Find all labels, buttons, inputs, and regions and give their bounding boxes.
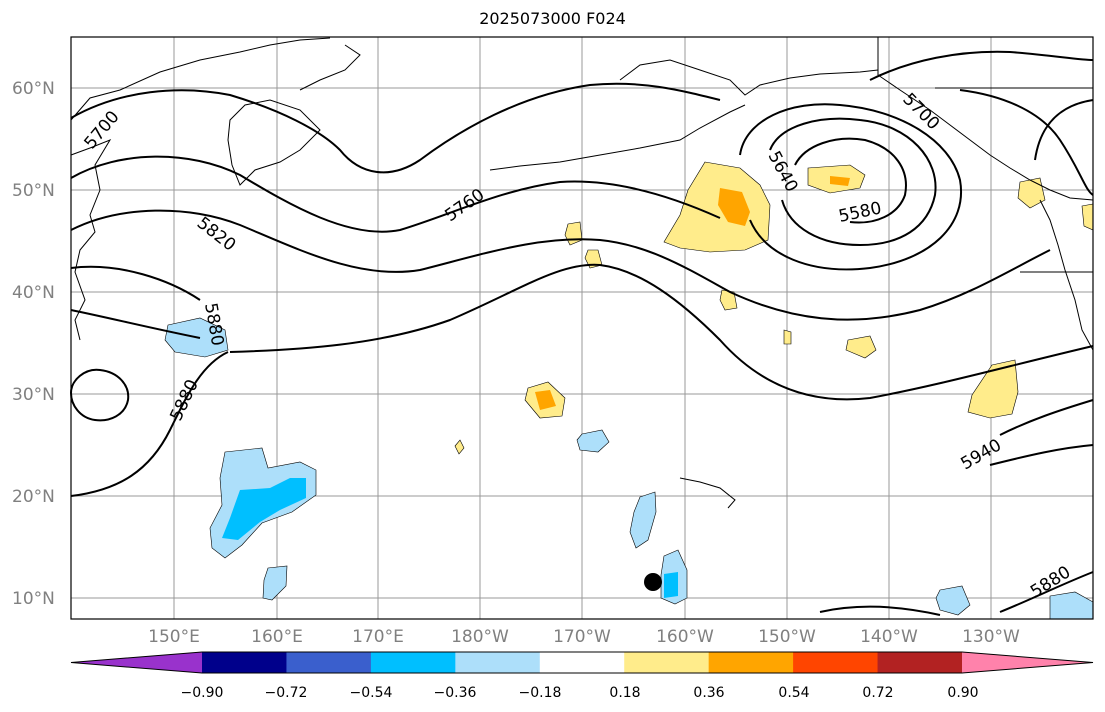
colorbar-tick-label: −0.18 bbox=[519, 685, 562, 701]
colorbar-outline bbox=[70, 651, 1094, 674]
colorbar-tick-label: 0.90 bbox=[947, 685, 978, 701]
colorbar-segment bbox=[877, 652, 963, 673]
height-contours bbox=[69, 50, 1094, 616]
negative-anomaly-regions bbox=[164, 317, 1094, 620]
graticule bbox=[71, 37, 1093, 619]
colorbar-segment bbox=[708, 652, 794, 673]
colorbar-tick-label: 0.18 bbox=[609, 685, 640, 701]
colorbar-tick-label: −0.72 bbox=[265, 685, 308, 701]
colorbar-extend-low bbox=[71, 652, 202, 673]
contour-label: 5940 bbox=[958, 435, 1005, 474]
lon-label: 180°W bbox=[451, 627, 509, 647]
longitude-labels: 150°E 160°E 170°E 180°W 170°W 160°W 150°… bbox=[148, 627, 1020, 647]
positive-anomaly-regions bbox=[454, 161, 1094, 455]
colorbar-extend-high bbox=[962, 652, 1093, 673]
colorbar-segment bbox=[455, 652, 541, 673]
colorbar-segment bbox=[286, 652, 372, 673]
coastlines bbox=[70, 37, 1094, 509]
contour-label: 5760 bbox=[441, 185, 488, 226]
lon-label: 170°E bbox=[352, 627, 404, 647]
contour-label: 5580 bbox=[837, 198, 883, 227]
contour-label: 5700 bbox=[81, 107, 124, 153]
lon-label: 140°W bbox=[860, 627, 918, 647]
contour-label: 5820 bbox=[193, 213, 239, 255]
lon-label: 170°W bbox=[553, 627, 611, 647]
colorbar-tick-labels: −0.90 −0.72 −0.54 −0.36 −0.18 0.18 0.36 … bbox=[181, 685, 979, 701]
lat-label: 30°N bbox=[12, 385, 55, 405]
lat-label: 10°N bbox=[12, 589, 55, 609]
lon-label: 160°W bbox=[656, 627, 714, 647]
map-frame bbox=[70, 36, 1094, 620]
colorbar-segment bbox=[370, 652, 456, 673]
colorbar-tick-label: −0.36 bbox=[434, 685, 477, 701]
latitude-labels: 60°N 50°N 40°N 30°N 20°N 10°N bbox=[12, 79, 55, 609]
location-marker bbox=[644, 573, 662, 591]
colorbar bbox=[70, 651, 1094, 674]
colorbar-tick-label: −0.54 bbox=[350, 685, 393, 701]
lat-label: 60°N bbox=[12, 79, 55, 99]
colorbar-segment bbox=[624, 652, 710, 673]
colorbar-tick-label: 0.72 bbox=[862, 685, 893, 701]
lat-label: 40°N bbox=[12, 283, 55, 303]
lat-label: 50°N bbox=[12, 181, 55, 201]
lon-label: 150°W bbox=[758, 627, 816, 647]
colorbar-segment bbox=[539, 652, 625, 673]
colorbar-tick-label: 0.54 bbox=[778, 685, 809, 701]
contour-label: 5880 bbox=[166, 376, 202, 424]
colorbar-tick-label: −0.90 bbox=[181, 685, 224, 701]
lon-label: 160°E bbox=[251, 627, 303, 647]
map-title: 2025073000 F024 bbox=[479, 9, 626, 28]
lat-label: 20°N bbox=[12, 487, 55, 507]
colorbar-segment bbox=[793, 652, 879, 673]
colorbar-tick-label: 0.36 bbox=[693, 685, 724, 701]
contour-label: 5640 bbox=[764, 148, 802, 196]
colorbar-segment bbox=[202, 652, 287, 673]
contour-label: 5700 bbox=[898, 89, 943, 134]
lon-label: 130°W bbox=[962, 627, 1020, 647]
lon-label: 150°E bbox=[148, 627, 200, 647]
